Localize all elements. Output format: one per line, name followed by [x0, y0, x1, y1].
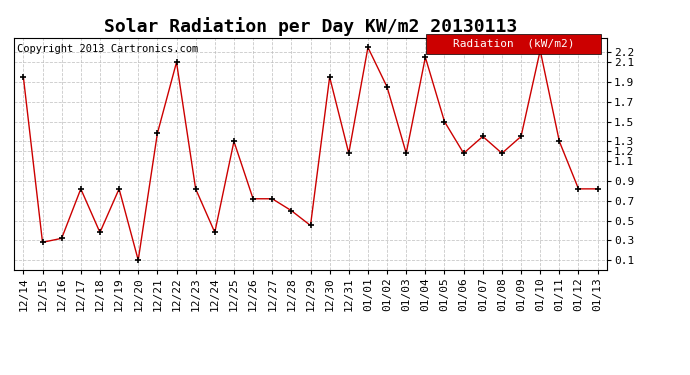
Title: Solar Radiation per Day KW/m2 20130113: Solar Radiation per Day KW/m2 20130113 — [104, 17, 517, 36]
Text: Radiation  (kW/m2): Radiation (kW/m2) — [453, 39, 575, 49]
Text: Copyright 2013 Cartronics.com: Copyright 2013 Cartronics.com — [17, 45, 198, 54]
FancyBboxPatch shape — [426, 34, 601, 54]
